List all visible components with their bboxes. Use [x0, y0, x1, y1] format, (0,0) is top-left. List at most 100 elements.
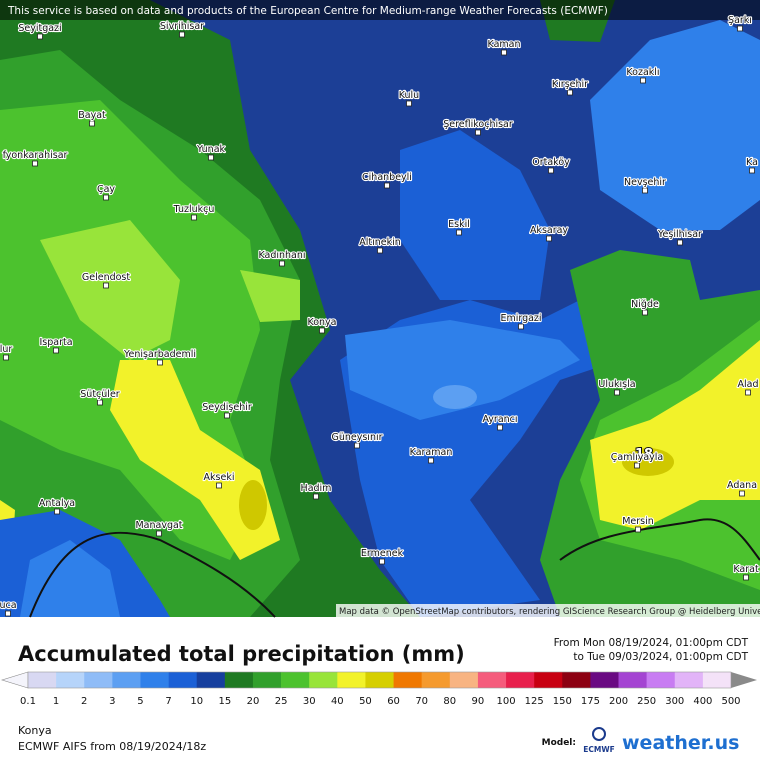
- precip-area: [110, 360, 280, 560]
- title: Accumulated total precipitation (mm): [18, 642, 465, 666]
- city-label: Yeşilhisar: [657, 229, 702, 240]
- city-label: Nevşehir: [624, 177, 666, 188]
- colorbar-tick-label: 60: [387, 696, 400, 707]
- city-label: Alad: [738, 379, 759, 390]
- colorbar-tick-label: 125: [525, 696, 544, 707]
- colorbar-tick-label: 250: [637, 696, 656, 707]
- city-dot: [501, 49, 507, 56]
- city-label: Yenişarbademli: [123, 349, 196, 360]
- city-label: Bayat: [78, 110, 106, 121]
- city-dot: [54, 508, 60, 515]
- city-label: Kadınhanı: [258, 250, 305, 261]
- colorbar: 0.1 1 2 3 5 7 10 15 20 25 30 40 50 60 70 80 90 100 125 150 1…: [0, 671, 757, 707]
- date-from: From Mon 08/19/2024, 01:00pm CDT: [554, 637, 749, 649]
- banner-background: [0, 0, 760, 20]
- city-label: Sütçüler: [80, 389, 120, 400]
- colorbar-tick-label: 50: [359, 696, 372, 707]
- city-label: Ulukışla: [598, 379, 635, 390]
- city-dot: [456, 229, 462, 236]
- colorbar-tick-label: 100: [496, 696, 515, 707]
- colorbar-swatch: [168, 672, 198, 688]
- city-dot: [384, 182, 390, 189]
- city-label: fyonkarahisar: [3, 150, 68, 161]
- city-label: Mersin: [622, 516, 654, 527]
- colorbar-under: [0, 671, 29, 689]
- city-dot: [737, 25, 743, 32]
- colorbar-swatch: [196, 672, 226, 688]
- city-label: Kozaklı: [626, 67, 659, 78]
- city-dot: [518, 323, 524, 330]
- colorbar-tick-label: 200: [609, 696, 628, 707]
- colorbar-swatch: [28, 672, 57, 688]
- city-label: Güneysınır: [331, 432, 382, 443]
- colorbar-swatch: [618, 672, 647, 688]
- city-label: Altınekin: [359, 237, 401, 248]
- city-dot: [428, 457, 434, 464]
- colorbar-swatch: [84, 672, 113, 688]
- city-label: Kulu: [399, 90, 419, 101]
- city-dot: [319, 327, 325, 334]
- colorbar-tick-label: 10: [190, 696, 203, 707]
- precip-area: [433, 385, 477, 409]
- colorbar-tick-label: 400: [693, 696, 712, 707]
- city-label: Antalya: [39, 498, 75, 509]
- city-dot: [313, 493, 319, 500]
- city-label: Çamlıyayla: [611, 452, 664, 463]
- colorbar-swatch: [309, 672, 338, 688]
- city-dot: [103, 282, 109, 289]
- city-label: Karaman: [410, 447, 453, 458]
- marker-label: 18: [635, 447, 653, 462]
- city-label: Karat: [733, 564, 759, 575]
- city-label: Çay: [97, 184, 115, 195]
- banner: This service is based on data and produc…: [7, 5, 608, 17]
- colorbar-swatch: [534, 672, 563, 688]
- colorbar-swatch: [281, 672, 310, 688]
- model-run: ECMWF AIFS from 08/19/2024/18z: [18, 740, 206, 753]
- city-dot: [354, 442, 360, 449]
- city-label: Isparta: [39, 337, 72, 348]
- colorbar-swatch: [449, 672, 479, 688]
- city-dot: [635, 526, 641, 533]
- city-dot: [216, 482, 222, 489]
- precip-area: [590, 20, 760, 230]
- city-dot: [179, 31, 185, 38]
- ecmwf-icon: [592, 727, 606, 741]
- colorbar-tick-label: 15: [218, 696, 231, 707]
- colorbar-swatch: [393, 672, 422, 688]
- city-label: Ayrancı: [482, 414, 517, 425]
- colorbar-tick-label: 0.1: [20, 696, 36, 707]
- colorbar-over: [731, 672, 757, 688]
- city-label: Adana: [727, 480, 757, 491]
- city-label: Kaman: [488, 39, 521, 50]
- colorbar-swatch: [56, 672, 85, 688]
- footer: Accumulated total precipitation (mm) Fro…: [0, 637, 757, 754]
- colorbar-swatch: [646, 672, 676, 688]
- colorbar-swatch: [506, 672, 535, 688]
- precip-area: [345, 320, 580, 420]
- model-label: Model:: [542, 738, 576, 748]
- attribution-background: [336, 604, 760, 617]
- colorbar-swatch: [562, 672, 591, 688]
- city-dot: [743, 574, 749, 581]
- city-dot: [475, 129, 481, 136]
- city-dot: [614, 389, 620, 396]
- city-label: lur: [0, 344, 12, 355]
- city-dot: [642, 187, 648, 194]
- city-label: Eskil: [448, 219, 470, 230]
- colorbar-tick-label: 150: [553, 696, 572, 707]
- city-label: Sivrihisar: [160, 21, 204, 32]
- model-logo: ECMWF: [583, 745, 615, 754]
- city-label: Şarkı: [728, 15, 752, 26]
- attribution: Map data © OpenStreetMap contributors, r…: [339, 607, 760, 617]
- colorbar-tick-label: 80: [443, 696, 456, 707]
- city-label: Kırşehir: [552, 79, 588, 90]
- city-dot: [640, 77, 646, 84]
- city-label: Gelendost: [82, 272, 131, 283]
- city-dot: [53, 347, 59, 354]
- city-label: uca: [0, 600, 17, 611]
- colorbar-tick-label: 5: [137, 696, 143, 707]
- city-dot: [157, 359, 163, 366]
- colorbar-tick-label: 30: [303, 696, 316, 707]
- city-dot: [156, 530, 162, 537]
- city-dot: [224, 412, 230, 419]
